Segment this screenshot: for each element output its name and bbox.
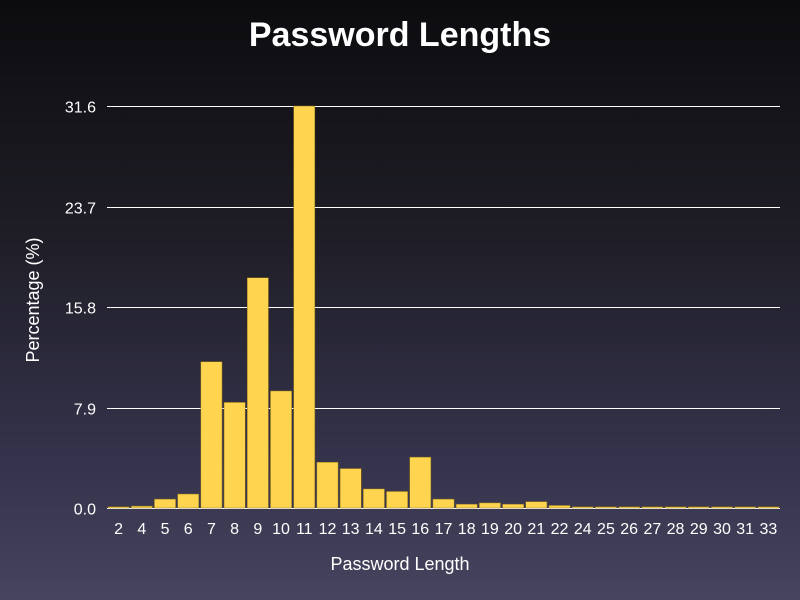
chart-title: Password Lengths [249,16,551,54]
x-tick-label: 22 [551,521,569,538]
bar [177,493,200,509]
bar [595,506,617,509]
x-tick-label: 4 [137,521,146,538]
bars [107,105,780,509]
x-tick-label: 17 [435,521,453,538]
bar [107,506,130,509]
x-axis-title: Password Length [330,554,469,574]
x-tick-label: 15 [388,521,406,538]
bar [130,505,153,509]
x-tick-label: 8 [230,521,239,538]
x-tick-label: 7 [207,521,216,538]
bar [571,506,594,509]
x-tick-label: 18 [458,521,476,538]
bar [386,491,408,509]
bar [687,506,710,509]
y-tick-label: 7.9 [74,402,96,419]
x-tick-label: 28 [667,521,685,538]
bar [664,506,687,509]
bar [432,498,455,509]
x-tick-label: 31 [736,521,754,538]
x-tick-label: 13 [342,521,360,538]
bar [525,501,548,509]
y-axis-title: Percentage (%) [23,237,43,362]
bar [363,488,385,509]
x-tick-label: 11 [296,521,313,538]
bar [339,468,362,509]
x-tick-label: 24 [574,521,592,538]
x-tick-label: 29 [690,521,708,538]
x-tick-label: 33 [760,521,778,538]
x-tick-label: 20 [504,521,522,538]
x-tick-label: 5 [161,521,170,538]
bar [316,461,339,509]
x-tick-label: 19 [481,521,499,538]
bar [409,456,432,509]
y-axis-ticks: 0.0 7.9 15.8 23.7 31.6 [65,100,96,519]
bar [270,390,292,509]
bar [246,277,269,509]
x-tick-label: 6 [184,521,193,538]
y-tick-label: 15.8 [65,301,96,318]
x-tick-label: 2 [114,521,123,538]
x-tick-label: 14 [365,521,383,538]
bar [293,105,316,509]
y-tick-label: 31.6 [65,100,96,117]
bar [200,361,223,509]
x-axis-ticks: 2 4 5 6 7 8 9 10 11 12 13 14 15 16 17 18 19 20 21 22 24 25 26 2… [114,521,777,538]
y-tick-label: 23.7 [65,201,96,218]
bar [711,506,733,509]
x-tick-label: 21 [527,521,545,538]
x-tick-label: 9 [253,521,262,538]
bar [154,498,176,509]
bar [641,506,664,509]
x-tick-label: 10 [272,521,290,538]
x-tick-label: 30 [713,521,731,538]
bar [455,503,478,509]
y-tick-label: 0.0 [74,502,96,519]
x-tick-label: 27 [643,521,661,538]
bar [223,402,246,509]
x-tick-label: 12 [319,521,337,538]
x-tick-label: 26 [620,521,638,538]
x-tick-label: 16 [411,521,429,538]
bar [734,506,757,509]
bar [479,502,501,509]
x-tick-label: 25 [597,521,615,538]
bar [618,506,641,509]
bar [548,505,571,509]
bar [502,503,524,509]
bar [757,506,780,509]
